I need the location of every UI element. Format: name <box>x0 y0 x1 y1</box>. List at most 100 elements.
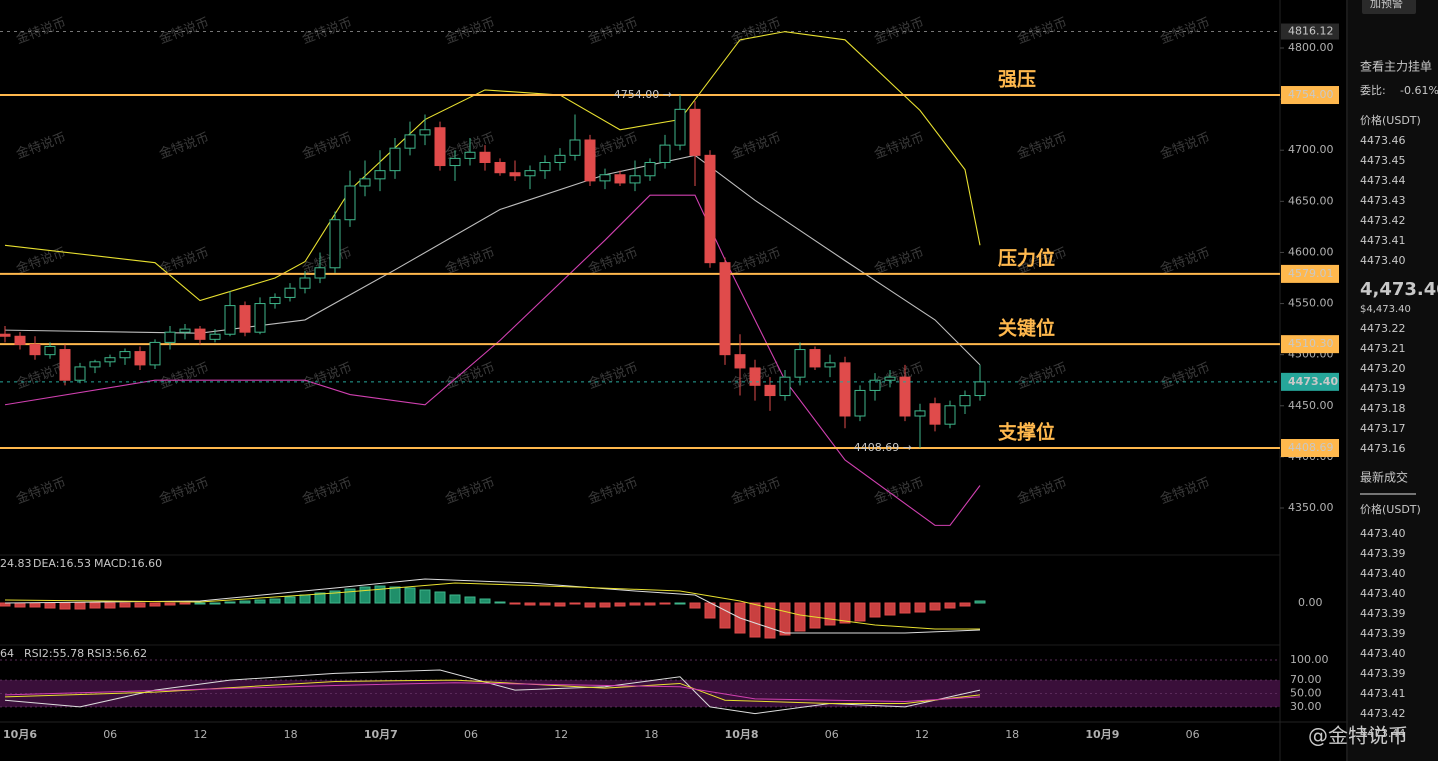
candle-body <box>224 305 236 335</box>
trade: 4473.40 <box>1360 587 1406 600</box>
time-label: 10月8 <box>725 728 759 741</box>
rsi-legend: 64 <box>0 647 14 660</box>
candle-body <box>734 354 746 369</box>
ask: 4473.44 <box>1360 174 1406 187</box>
rsi-tick: 50.00 <box>1290 687 1322 700</box>
macd-bar <box>29 602 41 608</box>
macd-bar <box>269 598 281 604</box>
bid: 4473.19 <box>1360 382 1406 395</box>
trade: 4473.39 <box>1360 607 1406 620</box>
candle-body <box>629 175 641 184</box>
candle-body <box>779 376 791 397</box>
candle-body <box>614 174 626 184</box>
bid: 4473.20 <box>1360 362 1406 375</box>
macd-bar <box>314 592 326 604</box>
candle-body <box>239 305 251 333</box>
macd-bar <box>524 602 536 606</box>
trade: 4473.39 <box>1360 547 1406 560</box>
candle-body <box>284 287 296 298</box>
macd-legend: MACD:16.60 <box>94 557 162 570</box>
candle-body <box>764 384 776 397</box>
macd-bar <box>254 599 266 604</box>
level-tag-label: 4510.30 <box>1288 337 1334 350</box>
macd-bar <box>89 602 101 609</box>
trade: 4473.40 <box>1360 567 1406 580</box>
trade: 4473.44 <box>1360 727 1406 740</box>
ask: 4473.41 <box>1360 234 1406 247</box>
ask: 4473.43 <box>1360 194 1406 207</box>
candle-body <box>914 410 926 417</box>
candle-body <box>599 174 611 182</box>
candle-body <box>809 349 821 368</box>
macd-bar <box>824 602 836 626</box>
ask: 4473.42 <box>1360 214 1406 227</box>
candle-body <box>794 349 806 378</box>
last-usd: $4,473.40 <box>1360 304 1411 315</box>
candle-body <box>434 127 446 167</box>
macd-bar <box>239 600 251 604</box>
trade: 4473.39 <box>1360 627 1406 640</box>
macd-bar <box>899 602 911 614</box>
trades-title: 最新成交 <box>1360 470 1408 485</box>
macd-bar <box>179 602 191 605</box>
trade: 4473.39 <box>1360 667 1406 680</box>
time-label: 18 <box>644 728 658 741</box>
y-tick-label: 4550.00 <box>1288 297 1334 310</box>
annotation: 4408.69 → <box>854 441 912 454</box>
candle-body <box>839 362 851 417</box>
rsi-legend: RSI2:55.78 <box>24 647 84 660</box>
last-price: 4,473.40 <box>1360 279 1438 300</box>
candle-body <box>719 262 731 356</box>
candle-body <box>374 170 386 180</box>
macd-bar <box>434 591 446 604</box>
candle-body <box>554 154 566 163</box>
candle-body <box>344 185 356 221</box>
macd-bar <box>974 600 986 604</box>
candle-body <box>134 351 146 366</box>
macd-bar <box>884 602 896 616</box>
macd-bar <box>659 602 671 605</box>
macd-bar <box>14 602 26 608</box>
alert-button[interactable] <box>1362 0 1416 14</box>
y-tick-label: 4350.00 <box>1288 501 1334 514</box>
macd-bar <box>914 602 926 613</box>
time-label: 12 <box>193 728 207 741</box>
candle-body <box>29 343 41 356</box>
macd-bar <box>584 602 596 608</box>
level-name: 强压 <box>998 69 1036 91</box>
level-tag <box>1281 335 1339 354</box>
candle-body <box>539 161 551 172</box>
macd-bar <box>749 602 761 638</box>
macd-bar <box>494 601 506 604</box>
y-tick-label: 4450.00 <box>1288 399 1334 412</box>
time-label: 10月7 <box>364 728 398 741</box>
macd-bar <box>704 602 716 619</box>
macd-legend: 24.83 <box>0 557 32 570</box>
macd-bar <box>569 602 581 605</box>
time-label: 10月6 <box>3 728 37 741</box>
macd-bar <box>689 602 701 609</box>
candle-body <box>704 154 716 264</box>
macd-bar <box>164 602 176 606</box>
side-panel <box>1348 0 1438 761</box>
depth-link: 查看主力挂单 <box>1360 60 1432 74</box>
candle-body <box>854 389 866 417</box>
macd-bar <box>149 602 161 607</box>
time-label: 06 <box>103 728 117 741</box>
price-tag <box>1281 23 1339 40</box>
macd-bar <box>449 594 461 604</box>
level-tag <box>1281 86 1339 105</box>
candle-body <box>974 381 986 397</box>
macd-bar <box>554 602 566 607</box>
macd-bar <box>329 590 341 604</box>
candle-body <box>479 151 491 163</box>
rsi-legend: RSI3:56.62 <box>87 647 147 660</box>
rsi-line <box>4 682 981 703</box>
annotation: 4754.00 → <box>614 88 672 101</box>
candle-body <box>89 361 101 368</box>
current-tag <box>1281 372 1339 391</box>
macd-bar <box>404 587 416 604</box>
bid: 4473.22 <box>1360 322 1406 335</box>
level-tag-label: 4754.00 <box>1288 88 1334 101</box>
macd-bar <box>479 598 491 604</box>
